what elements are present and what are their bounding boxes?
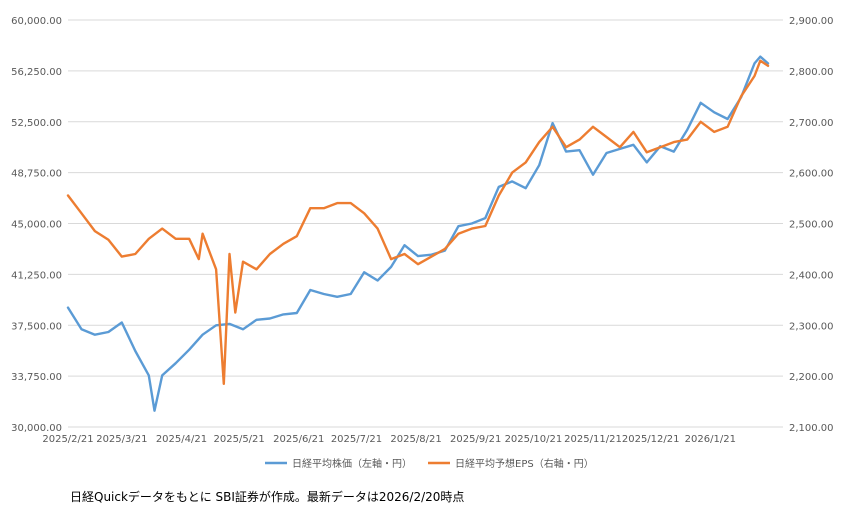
left-axis-ticks: 30,000.00 33,750.00 37,500.00 41,250.00 45,0… bbox=[11, 16, 62, 434]
y-right-tick-label: 2,800.00 bbox=[789, 67, 834, 78]
series-lines bbox=[66, 55, 770, 412]
gridlines bbox=[68, 19, 783, 428]
x-tick-label: 2025/8/21 bbox=[390, 434, 441, 445]
y-left-tick-label: 60,000.00 bbox=[11, 16, 62, 27]
right-axis-ticks: 2,100.00 2,200.00 2,300.00 2,400.00 2,500.00… bbox=[789, 16, 834, 434]
x-tick-label: 2025/5/21 bbox=[214, 434, 265, 445]
line-chart: 30,000.00 33,750.00 37,500.00 41,250.00 45,0… bbox=[11, 16, 834, 470]
y-right-tick-label: 2,300.00 bbox=[789, 321, 834, 332]
nikkei-series-line bbox=[66, 55, 770, 412]
y-left-tick-label: 41,250.00 bbox=[11, 270, 62, 281]
x-axis-ticks: 2025/2/21 2025/3/21 2025/4/21 2025/5/21 2025… bbox=[42, 434, 736, 445]
y-left-tick-label: 45,000.00 bbox=[11, 220, 62, 231]
x-tick-label: 2025/4/21 bbox=[156, 434, 207, 445]
legend-label: 日経平均株価（左軸・円） bbox=[292, 457, 412, 470]
y-left-tick-label: 56,250.00 bbox=[11, 67, 62, 78]
y-right-tick-label: 2,400.00 bbox=[789, 270, 834, 281]
y-right-tick-label: 2,200.00 bbox=[789, 372, 834, 383]
y-left-tick-label: 37,500.00 bbox=[11, 321, 62, 332]
eps-series-line bbox=[66, 59, 770, 385]
x-tick-label: 2026/1/21 bbox=[685, 434, 736, 445]
y-right-tick-label: 2,100.00 bbox=[789, 423, 834, 434]
legend-label: 日経平均予想EPS（右軸・円） bbox=[455, 457, 594, 470]
x-tick-label: 2025/6/21 bbox=[273, 434, 324, 445]
x-tick-label: 2025/10/21 bbox=[505, 434, 563, 445]
y-right-tick-label: 2,700.00 bbox=[789, 118, 834, 129]
y-left-tick-label: 48,750.00 bbox=[11, 169, 62, 180]
x-tick-label: 2025/7/21 bbox=[331, 434, 382, 445]
y-left-tick-label: 33,750.00 bbox=[11, 372, 62, 383]
legend: 日経平均株価（左軸・円） 日経平均予想EPS（右軸・円） bbox=[265, 457, 594, 470]
x-tick-label: 2025/11/21 bbox=[564, 434, 622, 445]
x-tick-label: 2025/12/21 bbox=[622, 434, 680, 445]
y-right-tick-label: 2,600.00 bbox=[789, 169, 834, 180]
y-left-tick-label: 52,500.00 bbox=[11, 118, 62, 129]
y-right-tick-label: 2,900.00 bbox=[789, 16, 834, 27]
footnote: 日経Quickデータをもとに SBI証券が作成。最新データは2026/2/20時… bbox=[70, 490, 465, 504]
x-tick-label: 2025/3/21 bbox=[96, 434, 147, 445]
y-left-tick-label: 30,000.00 bbox=[11, 423, 62, 434]
x-tick-label: 2025/2/21 bbox=[42, 434, 93, 445]
x-tick-label: 2025/9/21 bbox=[450, 434, 501, 445]
y-right-tick-label: 2,500.00 bbox=[789, 220, 834, 231]
